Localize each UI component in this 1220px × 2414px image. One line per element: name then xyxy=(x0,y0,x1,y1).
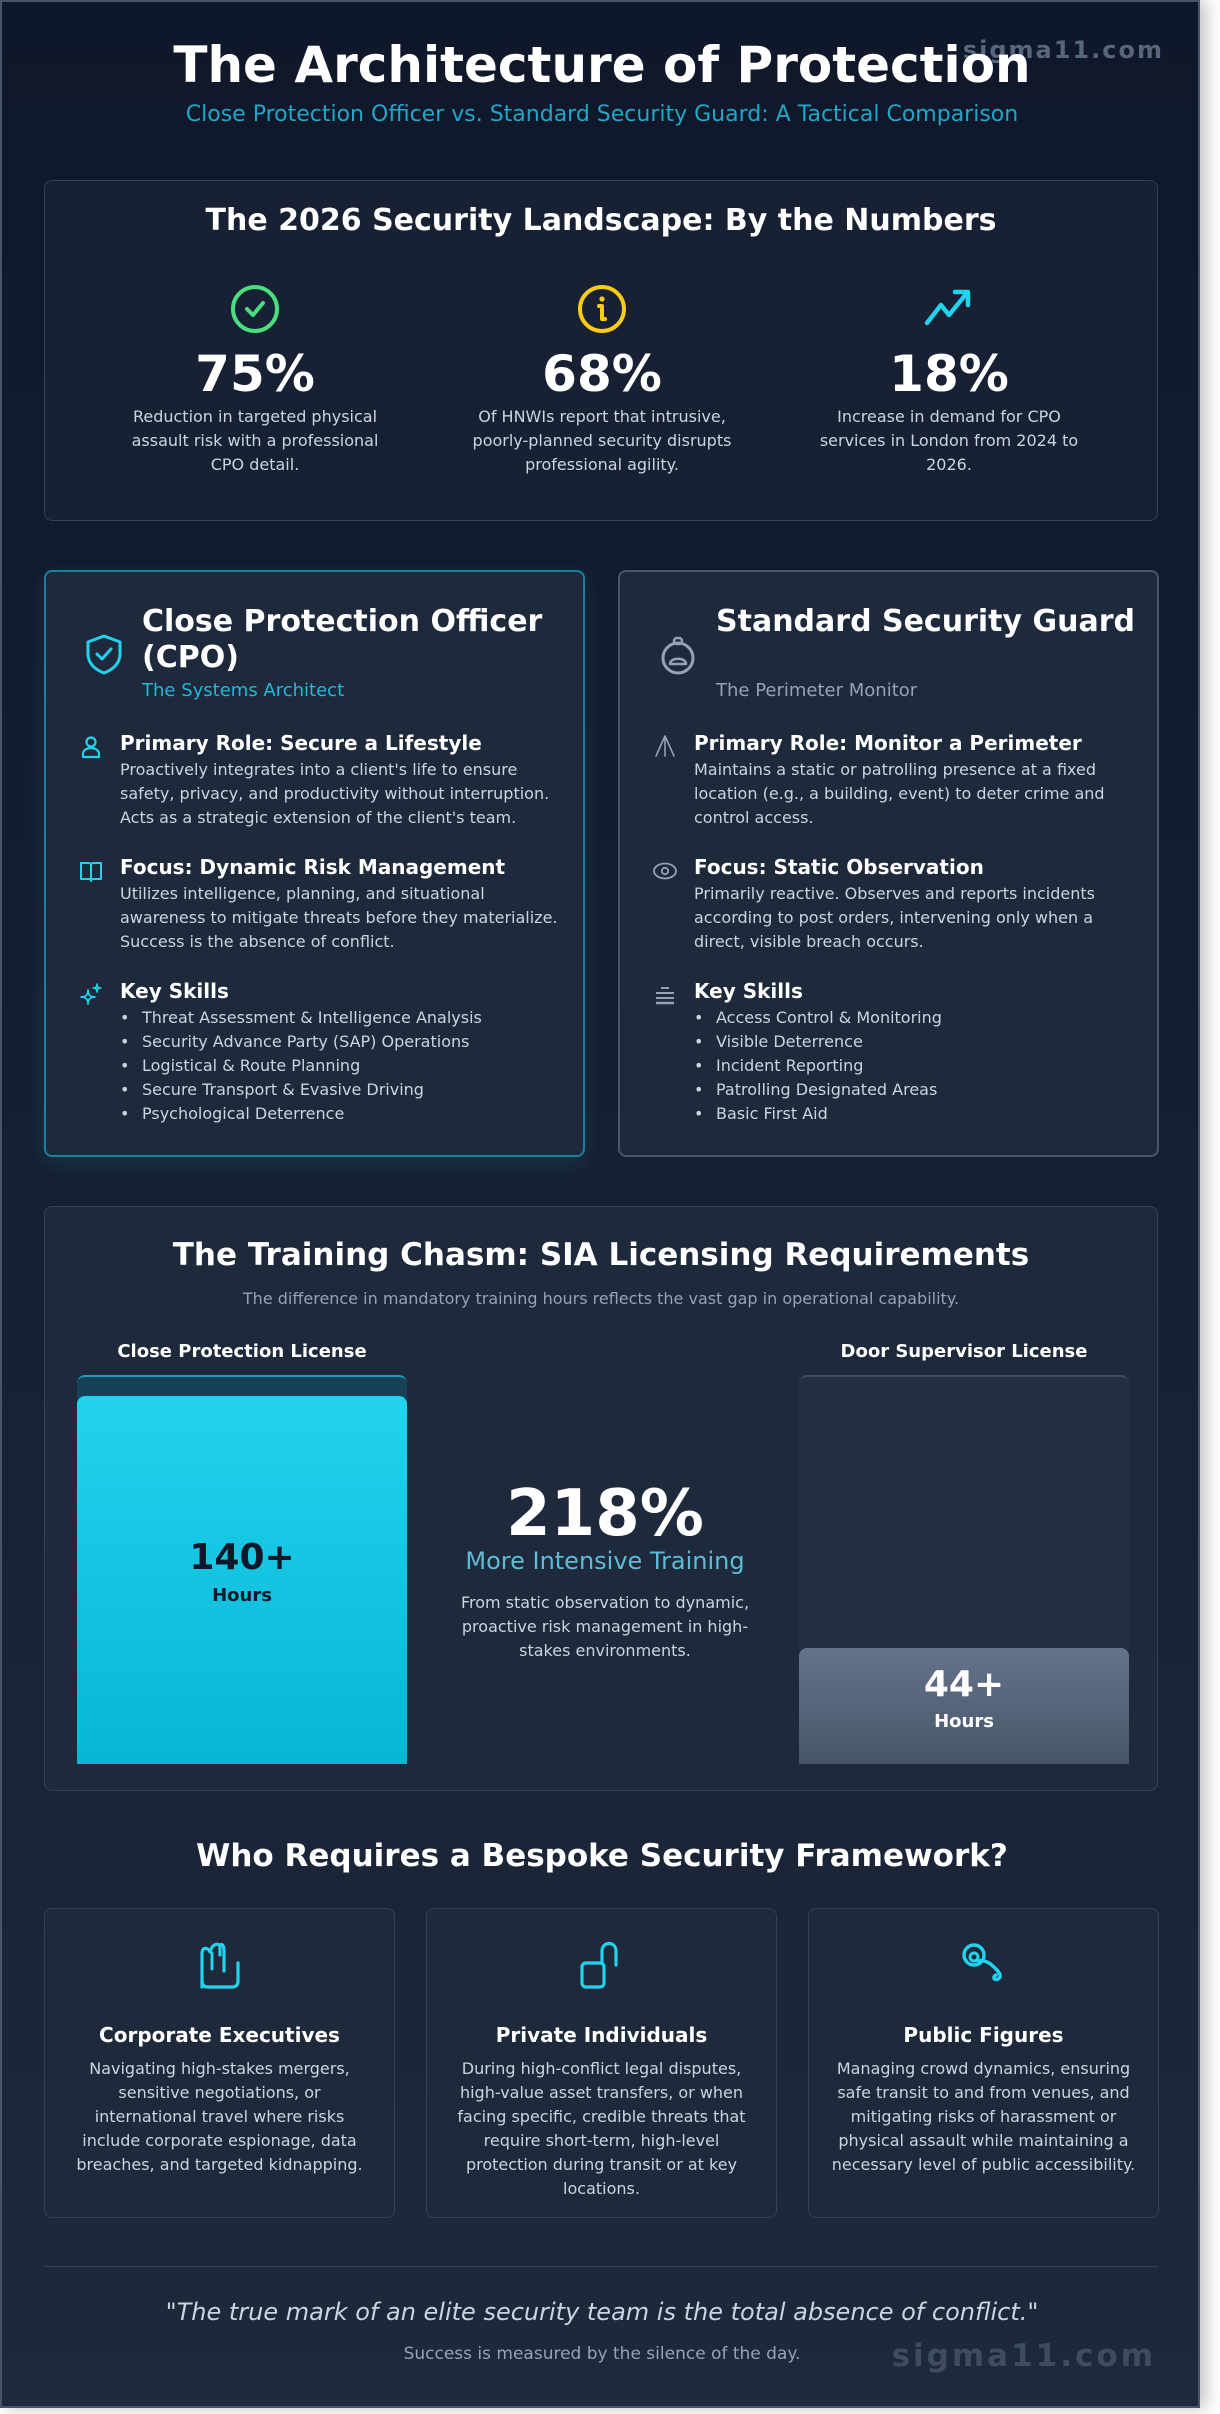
briefcase-hand-icon xyxy=(199,1942,240,1989)
stat-desc: Increase in demand for CPO services in L… xyxy=(819,407,1079,474)
training-title: The Training Chasm: SIA Licensing Requir… xyxy=(172,1237,1030,1273)
cpo-bar-value: 140+ xyxy=(189,1537,295,1578)
skill-item: Incident Reporting xyxy=(694,1054,942,1078)
who-card-public: Public Figures Managing crowd dynamics, … xyxy=(808,1908,1159,2218)
watermark-top: sigma11.com xyxy=(962,36,1164,64)
page-subtitle: Close Protection Officer vs. Standard Se… xyxy=(185,102,1019,127)
guard-bar-value: 44+ xyxy=(923,1664,1005,1705)
cpo-focus-text: Utilizes intelligence, planning, and sit… xyxy=(120,884,558,951)
cpo-bar-label: Close Protection License xyxy=(117,1341,367,1362)
guard-helmet-icon xyxy=(661,636,695,675)
difference-desc: From static observation to dynamic, proa… xyxy=(460,1593,750,1660)
cpo-skills-list: Threat Assessment & Intelligence Analysi… xyxy=(120,1006,482,1126)
who-card-private: Private Individuals During high-conflict… xyxy=(426,1908,777,2218)
cpo-bar-unit: Hours xyxy=(212,1585,272,1606)
stats-section: The 2026 Security Landscape: By the Numb… xyxy=(44,180,1158,521)
who-title: Who Requires a Bespoke Security Framewor… xyxy=(196,1838,1008,1874)
skill-item: Threat Assessment & Intelligence Analysi… xyxy=(120,1006,482,1030)
difference-value: 218% xyxy=(506,1477,704,1551)
skill-item: Secure Transport & Evasive Driving xyxy=(120,1078,482,1102)
cpo-role-text: Proactively integrates into a client's l… xyxy=(120,760,550,827)
stat-item: 75% Reduction in targeted physical assau… xyxy=(95,281,415,477)
book-open-icon xyxy=(80,862,102,882)
guard-bar-label: Door Supervisor License xyxy=(840,1341,1088,1362)
who-card-title: Corporate Executives xyxy=(99,2023,340,2047)
who-card-text: During high-conflict legal disputes, hig… xyxy=(457,2059,746,2198)
who-card-text: Navigating high-stakes mergers, sensitiv… xyxy=(76,2059,363,2174)
training-section: The Training Chasm: SIA Licensing Requir… xyxy=(44,1206,1158,1791)
footer-subtext: Success is measured by the silence of th… xyxy=(403,2344,801,2364)
who-card-title: Private Individuals xyxy=(495,2023,708,2047)
footer-divider xyxy=(44,2266,1158,2267)
guard-subtitle: The Perimeter Monitor xyxy=(716,680,918,701)
skill-item: Logistical & Route Planning xyxy=(120,1054,482,1078)
key-icon xyxy=(961,1943,1002,1982)
guard-title: Standard Security Guard xyxy=(716,604,1135,639)
stat-value: 68% xyxy=(542,345,662,403)
sparkles-icon xyxy=(80,983,102,1005)
cpo-focus-title: Focus: Dynamic Risk Management xyxy=(120,855,506,879)
guard-card: Standard Security Guard The Perimeter Mo… xyxy=(618,570,1159,1157)
stat-item: 68% Of HNWIs report that intrusive, poor… xyxy=(442,281,762,477)
user-icon xyxy=(81,736,101,759)
skill-item: Security Advance Party (SAP) Operations xyxy=(120,1030,482,1054)
stat-desc: Of HNWIs report that intrusive, poorly-p… xyxy=(472,407,732,474)
cpo-skills-title: Key Skills xyxy=(120,979,229,1003)
skill-item: Basic First Aid xyxy=(694,1102,942,1126)
guard-role-title: Primary Role: Monitor a Perimeter xyxy=(694,731,1082,755)
guard-bar-unit: Hours xyxy=(934,1711,994,1732)
stat-value: 18% xyxy=(889,345,1009,403)
guard-focus-text: Primarily reactive. Observes and reports… xyxy=(694,884,1095,951)
eye-icon xyxy=(653,862,677,880)
guard-role-text: Maintains a static or patrolling presenc… xyxy=(694,760,1105,827)
guard-skills-title: Key Skills xyxy=(694,979,803,1003)
unlock-icon xyxy=(579,1941,618,1989)
skill-item: Patrolling Designated Areas xyxy=(694,1078,942,1102)
cpo-subtitle: The Systems Architect xyxy=(142,680,345,701)
stat-item: 18% Increase in demand for CPO services … xyxy=(789,281,1109,477)
info-circle-icon xyxy=(578,285,626,333)
stat-value: 75% xyxy=(195,345,315,403)
trending-up-icon xyxy=(924,289,971,326)
skill-item: Access Control & Monitoring xyxy=(694,1006,942,1030)
list-lines-icon xyxy=(656,987,674,1005)
cpo-bar xyxy=(77,1396,407,1764)
guard-focus-title: Focus: Static Observation xyxy=(694,855,984,879)
guard-bar xyxy=(799,1648,1129,1764)
who-card-executives: Corporate Executives Navigating high-sta… xyxy=(44,1908,395,2218)
page-title: The Architecture of Protection xyxy=(173,36,1031,94)
guard-skills-list: Access Control & Monitoring Visible Dete… xyxy=(694,1006,942,1126)
cpo-role-title: Primary Role: Secure a Lifestyle xyxy=(120,731,482,755)
footer-quote: "The true mark of an elite security team… xyxy=(165,2298,1039,2326)
who-card-title: Public Figures xyxy=(903,2023,1064,2047)
cpo-title: Close Protection Officer (CPO) xyxy=(142,604,543,675)
stat-desc: Reduction in targeted physical assault r… xyxy=(131,407,379,474)
who-card-text: Managing crowd dynamics, ensuring safe t… xyxy=(831,2059,1136,2174)
watermark-bottom: sigma11.com xyxy=(891,2338,1156,2374)
check-circle-icon xyxy=(231,285,279,333)
antenna-icon xyxy=(655,735,675,757)
stats-title: The 2026 Security Landscape: By the Numb… xyxy=(205,203,997,238)
shield-check-icon xyxy=(86,634,122,675)
cpo-card: Close Protection Officer (CPO) The Syste… xyxy=(44,570,585,1157)
training-subtitle: The difference in mandatory training hou… xyxy=(242,1289,960,1308)
skill-item: Visible Deterrence xyxy=(694,1030,942,1054)
skill-item: Psychological Deterrence xyxy=(120,1102,482,1126)
difference-label: More Intensive Training xyxy=(465,1547,745,1575)
